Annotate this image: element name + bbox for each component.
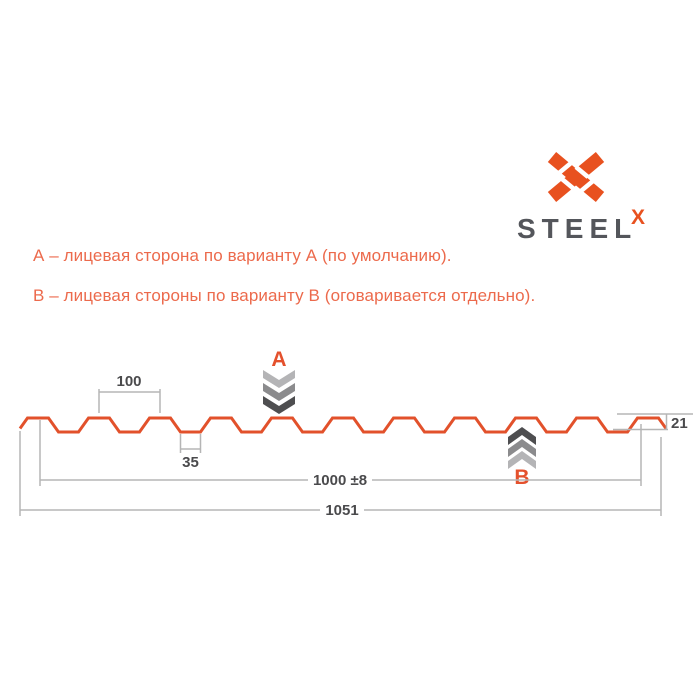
marker-front-side-a: А	[263, 348, 295, 414]
note-variant-b: В – лицевая стороны по варианту В (огова…	[33, 286, 536, 305]
steelx-logo-icon	[547, 152, 605, 202]
chevron-down-icon	[263, 396, 295, 414]
dim-overall-width-1051: 1051	[19, 431, 662, 519]
chevron-up-icon	[508, 427, 536, 445]
logo-x-strokes	[547, 152, 605, 202]
dim-pitch-100: 100	[98, 373, 161, 413]
dim-working-width-1000: 1000 ±8	[39, 420, 642, 489]
sheet-profile-outline	[18, 416, 668, 434]
logo-cut-3	[574, 165, 590, 179]
dim-label-35: 35	[182, 454, 199, 471]
dim-label-100: 100	[116, 373, 141, 390]
dim-label-21: 21	[671, 415, 688, 432]
dim-height-21: 21	[613, 413, 693, 432]
dim-label-1000: 1000 ±8	[313, 472, 367, 489]
dim-valley-35: 35	[179, 434, 202, 471]
marker-front-side-b: В	[508, 427, 536, 489]
logo-superscript-x: X	[631, 206, 646, 229]
chevron-down-icon	[263, 370, 295, 388]
logo-wordmark: STEEL	[517, 213, 638, 244]
logo-cut-1	[557, 161, 573, 175]
marker-a-label: А	[271, 348, 286, 371]
chevron-down-icon	[263, 383, 295, 401]
logo-cut-4	[560, 177, 576, 191]
logo-cut-2	[579, 179, 595, 193]
note-variant-a: А – лицевая сторона по варианту А (по ум…	[33, 246, 452, 265]
marker-b-label: В	[514, 466, 529, 489]
dim-label-1051: 1051	[325, 502, 358, 519]
logo-slash-bar	[547, 152, 605, 202]
chevron-up-icon	[508, 439, 536, 457]
chevron-up-icon	[508, 451, 536, 469]
